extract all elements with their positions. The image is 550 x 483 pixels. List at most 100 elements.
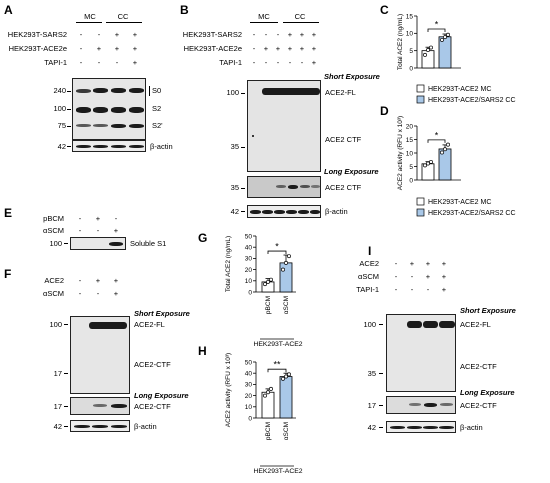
data-point (284, 374, 288, 379)
condition-sign: + (425, 259, 431, 268)
blot-b-actin (247, 205, 321, 218)
condition-sign: - (96, 226, 100, 235)
mw-240: 240 (53, 86, 66, 95)
y-tick-label: 20 (245, 393, 253, 400)
data-point (287, 372, 291, 377)
legend-label: HEK293T-ACE2/SARS2 CC (428, 210, 516, 217)
bar (438, 36, 452, 69)
legend-swatch (416, 197, 425, 206)
condition-label: ACE2 (44, 276, 64, 285)
panel-letter-c: C (380, 3, 389, 17)
legend-label: HEK293T-ACE2/SARS2 CC (428, 97, 516, 104)
legend-swatch (416, 208, 425, 217)
blot-a-spike (72, 78, 146, 140)
group-line-mc (76, 22, 102, 23)
condition-sign: - (394, 285, 398, 294)
legend-swatch (416, 95, 425, 104)
actin-label: β-actin (150, 142, 173, 151)
y-tick-label: 15 (406, 13, 414, 20)
significance-bracket (267, 250, 287, 255)
long-exposure-label: Long Exposure (460, 388, 515, 397)
mw-17: 17 (367, 401, 376, 410)
y-tick-label: 40 (245, 371, 253, 378)
group-label-mc: MC (258, 12, 270, 21)
y-tick-label: 10 (406, 31, 414, 38)
condition-sign: + (311, 58, 317, 67)
condition-sign: + (114, 44, 120, 53)
band-label-s0: S0 (152, 86, 162, 95)
y-tick-label: 0 (409, 177, 413, 184)
band-label-ace2-fl: ACE2-FL (325, 88, 356, 97)
significance-marker: * (435, 130, 439, 140)
condition-label: HEK293T-SARS2 (7, 30, 67, 39)
condition-label: αSCM (357, 272, 379, 281)
condition-sign: - (97, 30, 101, 39)
y-tick-label: 40 (245, 245, 253, 252)
data-point (429, 159, 433, 164)
y-tick-label: 20 (245, 267, 253, 274)
band-label-s2-prime: S2' (152, 121, 163, 130)
condition-sign: + (299, 44, 305, 53)
condition-sign: - (252, 44, 256, 53)
panel-letter-f: F (4, 267, 12, 281)
y-tick-label: 0 (248, 415, 252, 422)
mw-35-long: 35 (230, 183, 239, 192)
band-label-ace2-ctf: ACE2 CTF (325, 135, 362, 144)
band-label-ace2-ctf-long: ACE2 CTF (325, 183, 362, 192)
condition-sign: - (394, 272, 398, 281)
y-axis-label: Total ACE2 (ng/mL) (397, 14, 404, 70)
mw-42: 42 (367, 423, 376, 432)
condition-label: αSCM (42, 289, 64, 298)
condition-sign: - (252, 30, 256, 39)
mw-42: 42 (57, 142, 66, 151)
significance-marker: * (435, 20, 439, 30)
data-point (263, 393, 267, 398)
condition-sign: + (287, 30, 293, 39)
y-tick-label: 30 (245, 256, 253, 263)
mw-100: 100 (49, 320, 62, 329)
chart-h: 0 10 20 30 40 50 ACE2 activity (RFU x 10³) pBCM… (225, 353, 303, 475)
significance-marker: ** (273, 360, 281, 370)
condition-sign: + (425, 272, 431, 281)
y-axis-label: ACE2 activity (RFU x 10³) (225, 353, 232, 427)
y-tick-label: 10 (245, 278, 253, 285)
y-tick-label: 50 (245, 359, 253, 366)
band-label-soluble-s1: Soluble S1 (130, 239, 167, 248)
bar (279, 376, 293, 419)
data-point (429, 45, 433, 50)
condition-sign: + (275, 44, 281, 53)
group-label: HEK293T-ACE2 (253, 341, 302, 348)
panel-letter-h: H (198, 344, 207, 358)
condition-sign: - (276, 30, 280, 39)
x-tick-label: αSCM (283, 296, 290, 314)
condition-label: TAPI-1 (44, 58, 67, 67)
data-point (443, 35, 447, 40)
panel-letter-e: E (4, 206, 13, 220)
condition-sign: - (78, 276, 82, 285)
data-point (281, 376, 285, 381)
condition-label: HEK293T-ACE2e (8, 44, 67, 53)
condition-sign: + (113, 289, 119, 298)
condition-label: HEK293T-SARS2 (182, 30, 242, 39)
mw-42: 42 (230, 207, 239, 216)
data-point (446, 142, 450, 147)
s0-bracket (149, 86, 150, 96)
condition-sign: - (78, 214, 82, 223)
condition-sign: - (79, 58, 83, 67)
condition-sign: + (409, 259, 415, 268)
condition-sign: - (410, 272, 414, 281)
panel-letter-g: G (198, 231, 208, 245)
y-tick-label: 10 (406, 150, 414, 157)
condition-sign: + (441, 285, 447, 294)
condition-sign: - (264, 58, 268, 67)
condition-sign: - (288, 58, 292, 67)
data-point (263, 282, 267, 287)
group-label: HEK293T-ACE2 (253, 468, 302, 475)
blot-e-s1 (70, 237, 126, 250)
long-exposure-label: Long Exposure (324, 167, 379, 176)
condition-sign: + (95, 214, 101, 223)
band-label-ace2-ctf: ACE2-CTF (134, 360, 171, 369)
y-tick-label: 50 (245, 233, 253, 240)
mw-42: 42 (53, 422, 62, 431)
